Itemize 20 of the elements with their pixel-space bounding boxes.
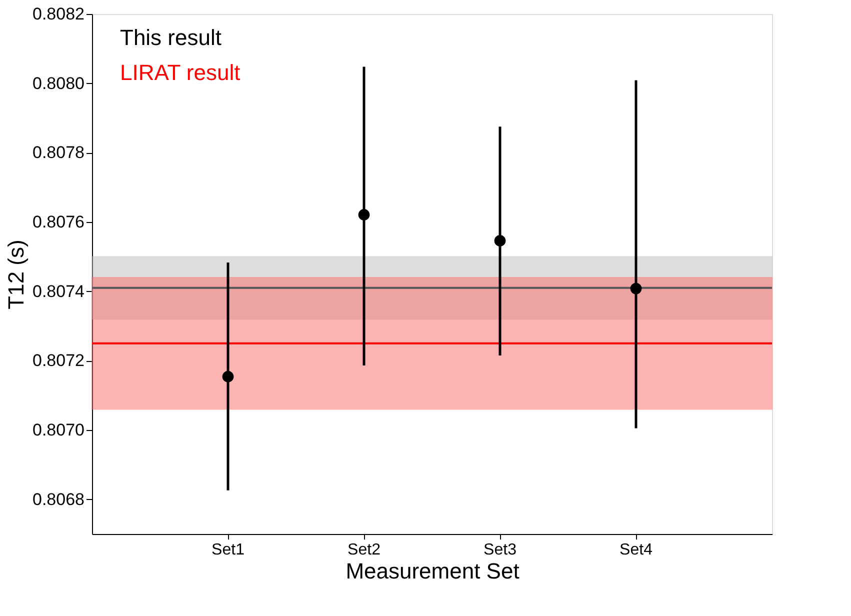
point — [222, 370, 234, 382]
y-axis-title: T12 (s) — [4, 240, 29, 310]
x-tick-label: Set4 — [620, 542, 653, 558]
y-tick-label: 0.8078 — [32, 143, 84, 162]
x-tick-label: Set3 — [484, 542, 517, 558]
y-tick-label: 0.8080 — [32, 74, 84, 93]
annotation: LIRAT result — [120, 60, 240, 85]
point — [494, 235, 506, 246]
y-tick-label: 0.8070 — [32, 420, 84, 440]
x-tick-label: Set1 — [212, 542, 245, 558]
y-tick-label: 0.8072 — [32, 351, 84, 370]
y-tick-label: 0.8076 — [32, 212, 84, 232]
y-tick-label: 0.8068 — [32, 490, 84, 509]
point — [358, 209, 370, 220]
x-tick-label: Set2 — [348, 542, 381, 558]
y-tick-label: 0.8074 — [32, 282, 84, 301]
x-axis-title: Measurement Set — [346, 558, 520, 584]
y-tick-label: 0.8082 — [32, 4, 84, 24]
text: This result — [120, 25, 222, 50]
point — [630, 282, 642, 294]
